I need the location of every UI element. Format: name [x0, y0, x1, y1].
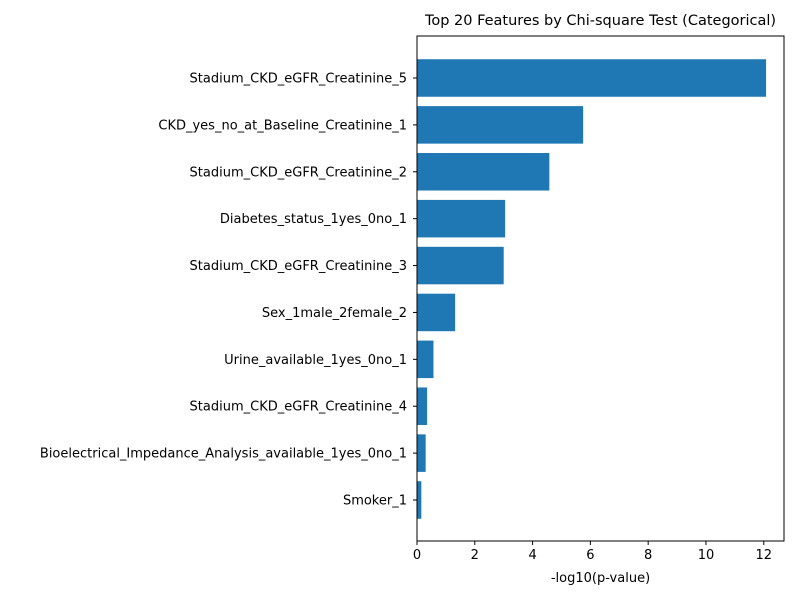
bar — [417, 293, 456, 332]
y-tick-label: Smoker_1 — [343, 494, 407, 509]
bar — [417, 153, 550, 191]
y-tick-label: CKD_yes_no_at_Baseline_Creatinine_1 — [158, 118, 407, 133]
x-tick-label: 2 — [471, 548, 479, 563]
axes-frame — [416, 35, 785, 542]
y-tick-label: Stadium_CKD_eGFR_Creatinine_2 — [190, 165, 407, 180]
y-tick-label: Stadium_CKD_eGFR_Creatinine_4 — [190, 400, 407, 415]
x-tick-label: 10 — [698, 548, 715, 563]
y-tick-label: Stadium_CKD_eGFR_Creatinine_3 — [190, 259, 407, 274]
x-tick-label: 8 — [644, 548, 652, 563]
bar — [417, 387, 428, 425]
y-tick-label: Bioelectrical_Impedance_Analysis_availab… — [40, 447, 407, 462]
x-tick-label: 6 — [586, 548, 594, 563]
bars — [417, 59, 767, 519]
y-tick-label: Diabetes_status_1yes_0no_1 — [220, 212, 407, 227]
plot-frame — [416, 35, 785, 542]
bar — [417, 199, 506, 238]
bar — [417, 481, 422, 519]
x-tick-label: 4 — [528, 548, 536, 563]
y-tick-label: Sex_1male_2female_2 — [262, 306, 407, 321]
y-axis-ticks: Stadium_CKD_eGFR_Creatinine_5 CKD_yes_no_… — [40, 72, 417, 509]
bar — [417, 434, 426, 472]
bar — [417, 106, 584, 144]
bar — [417, 340, 434, 379]
x-tick-label: 0 — [413, 548, 421, 563]
bar — [417, 246, 504, 285]
chart-title: Top 20 Features by Chi-square Test (Cate… — [424, 13, 776, 29]
x-tick-label: 12 — [755, 548, 772, 563]
x-axis-ticks: 0 2 4 6 8 10 12 — [413, 541, 772, 563]
x-axis-label: -log10(p-value) — [551, 571, 650, 586]
y-tick-label: Urine_available_1yes_0no_1 — [224, 353, 407, 368]
y-tick-label: Stadium_CKD_eGFR_Creatinine_5 — [190, 72, 407, 87]
bar — [417, 59, 767, 97]
